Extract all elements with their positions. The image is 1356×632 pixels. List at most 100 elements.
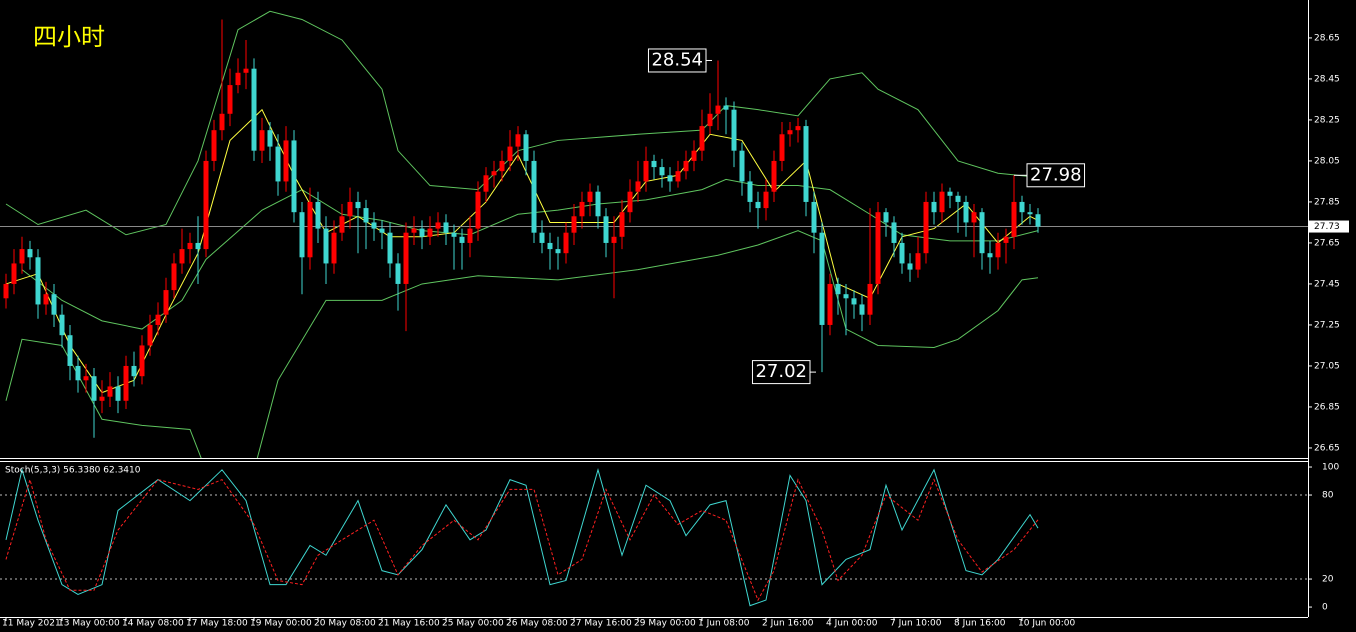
y-tick-label: 80 [1322, 491, 1334, 501]
x-tick-label: 1 Jun 08:00 [698, 619, 750, 629]
candle-body [619, 212, 625, 237]
candle-body [443, 222, 449, 233]
y-tick-label: 28.25 [1314, 115, 1340, 125]
candle-body [11, 263, 17, 284]
candle-body [899, 242, 905, 264]
candle-body [979, 212, 985, 254]
y-tick-label: 27.85 [1314, 197, 1340, 207]
candle-body [675, 171, 681, 182]
candle-body [587, 191, 593, 202]
candle-body [195, 242, 201, 250]
candle-body [915, 253, 921, 270]
candle-body [203, 160, 209, 250]
candle-body [515, 134, 521, 147]
candle-body [211, 130, 217, 161]
candle-body [267, 130, 273, 147]
candle-body [699, 126, 705, 151]
candle-body [27, 249, 33, 258]
candle-body [259, 130, 265, 151]
candle-body [747, 181, 753, 202]
candle-body [771, 160, 777, 192]
candle-body [115, 386, 121, 401]
candle-body [819, 232, 825, 325]
candle-body [531, 160, 537, 233]
y-tick-label: 27.05 [1314, 361, 1340, 371]
x-tick-label: 14 May 08:00 [122, 619, 184, 629]
candle-body [755, 201, 761, 209]
candle-body [43, 294, 49, 305]
candle-body [811, 201, 817, 233]
candle-body [99, 396, 105, 401]
candle-body [219, 113, 225, 131]
candle-body [907, 263, 913, 270]
price-annotation: 27.98 [1030, 164, 1082, 185]
candle-body [859, 304, 865, 315]
candle-body [779, 134, 785, 161]
stoch-panel [0, 467, 1308, 607]
candle-body [595, 191, 601, 217]
candle-body [611, 236, 617, 243]
x-tick-label: 7 Jun 10:00 [890, 619, 942, 629]
candle-body [563, 232, 569, 254]
price-annotation: 27.02 [755, 361, 807, 382]
candle-body [835, 283, 841, 295]
x-tick-label: 10 Jun 00:00 [1018, 619, 1075, 629]
price-annotation: 28.54 [651, 49, 703, 70]
candle-body [659, 167, 665, 176]
candle-body [1019, 201, 1025, 213]
x-tick-label: 4 Jun 00:00 [826, 619, 878, 629]
candle-body [955, 195, 961, 202]
candle-body [1011, 201, 1017, 237]
candle-body [651, 160, 657, 168]
candle-body [963, 201, 969, 223]
candle-body [331, 232, 337, 264]
candle-body [627, 191, 633, 213]
x-tick-label: 26 May 08:00 [506, 619, 568, 629]
candle-body [891, 222, 897, 243]
x-tick-label: 2 Jun 16:00 [762, 619, 814, 629]
candle-body [307, 201, 313, 258]
candle-body [395, 263, 401, 284]
y-tick-label: 27.25 [1314, 320, 1340, 330]
candle-body [163, 290, 169, 315]
candle-body [51, 294, 57, 315]
candle-body [459, 236, 465, 243]
candle-body [971, 212, 977, 223]
candle-body [291, 140, 297, 213]
current-price-label: 27.73 [1314, 222, 1340, 232]
candle-body [1027, 212, 1033, 215]
candle-body [131, 365, 137, 377]
candle-body [379, 228, 385, 233]
x-tick-label: 11 May 2021 [2, 619, 61, 629]
candle-body [667, 175, 673, 182]
candle-body [275, 146, 281, 182]
candle-body [187, 242, 193, 250]
candle-body [59, 314, 65, 336]
indicator-line [5, 230, 1039, 458]
candle-body [1003, 236, 1009, 243]
candle-body [683, 160, 689, 172]
stoch-title: Stoch(5,3,3) 56.3380 62.3410 [5, 466, 141, 476]
candle-body [243, 68, 249, 73]
candle-body [147, 324, 153, 346]
candle-body [227, 85, 233, 114]
candle-body [851, 298, 857, 305]
candle-body [883, 212, 889, 223]
candle-body [179, 249, 185, 264]
x-tick-label: 20 May 08:00 [314, 619, 376, 629]
candle-body [419, 228, 425, 237]
y-tick-label: 20 [1322, 575, 1334, 585]
candle-body [83, 376, 89, 381]
candle-body [315, 201, 321, 229]
current-price-tag [1309, 220, 1349, 233]
candle-body [355, 201, 361, 209]
candle-body [387, 232, 393, 264]
y-tick-label: 26.85 [1314, 402, 1340, 412]
candle-body [579, 201, 585, 217]
candle-body [843, 294, 849, 299]
indicator-line [21, 178, 1039, 330]
x-tick-label: 8 Jun 16:00 [954, 619, 1006, 629]
candle-body [347, 201, 353, 217]
candle-body [499, 160, 505, 172]
